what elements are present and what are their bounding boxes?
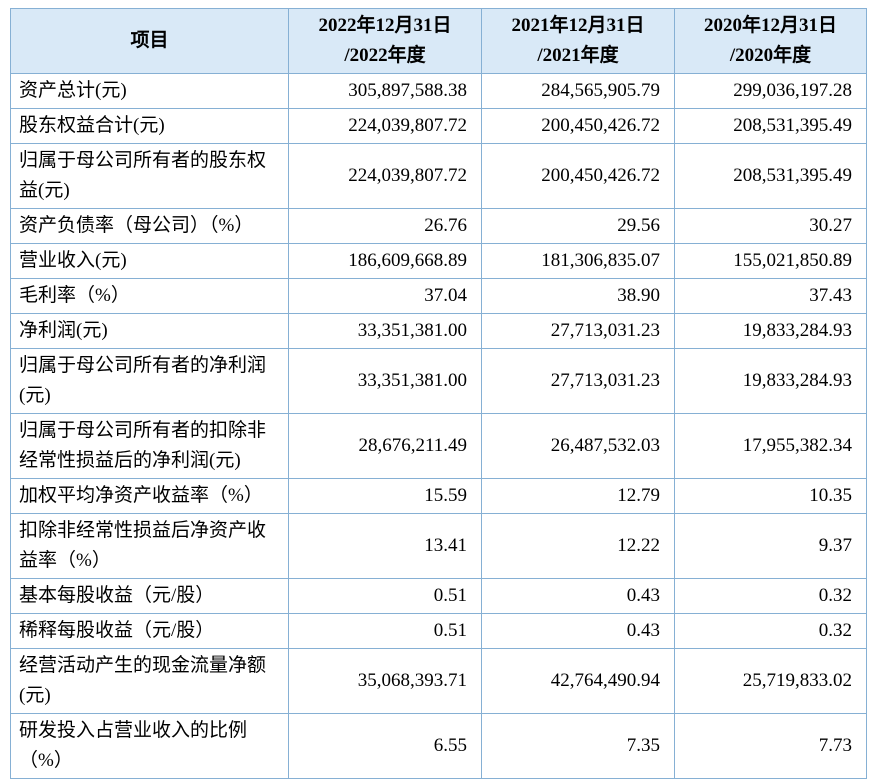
row-label: 研发投入占营业收入的比例（%） — [10, 713, 289, 779]
table-row: 稀释每股收益（元/股） 0.51 0.43 0.32 — [10, 613, 867, 649]
cell-value: 15.59 — [288, 478, 482, 514]
table-row: 净利润(元) 33,351,381.00 27,713,031.23 19,833,2… — [10, 313, 867, 349]
cell-value: 224,039,807.72 — [288, 108, 482, 144]
table-row: 加权平均净资产收益率（%） 15.59 12.79 10.35 — [10, 478, 867, 514]
cell-value: 305,897,588.38 — [288, 73, 482, 109]
row-label: 基本每股收益（元/股） — [10, 578, 289, 614]
row-label: 资产负债率（母公司）（%） — [10, 208, 289, 244]
cell-value: 19,833,284.93 — [674, 348, 867, 414]
cell-value: 37.43 — [674, 278, 867, 314]
table-row: 毛利率（%） 37.04 38.90 37.43 — [10, 278, 867, 314]
row-label: 经营活动产生的现金流量净额(元) — [10, 648, 289, 714]
table-row: 基本每股收益（元/股） 0.51 0.43 0.32 — [10, 578, 867, 614]
cell-value: 33,351,381.00 — [288, 348, 482, 414]
cell-value: 155,021,850.89 — [674, 243, 867, 279]
cell-value: 6.55 — [288, 713, 482, 779]
row-label: 归属于母公司所有者的扣除非经常性损益后的净利润(元) — [10, 413, 289, 479]
row-label: 归属于母公司所有者的净利润(元) — [10, 348, 289, 414]
period-column-header: 2022年12月31日/2022年度 — [288, 8, 482, 74]
period-column-header: 2021年12月31日/2021年度 — [481, 8, 675, 74]
cell-value: 7.35 — [481, 713, 675, 779]
cell-value: 284,565,905.79 — [481, 73, 675, 109]
cell-value: 30.27 — [674, 208, 867, 244]
period-date-line: 2021年12月31日 — [511, 15, 645, 36]
header-row: 项目 2022年12月31日/2022年度 2021年12月31日/2021年度 2… — [10, 8, 867, 74]
row-label: 净利润(元) — [10, 313, 289, 349]
cell-value: 42,764,490.94 — [481, 648, 675, 714]
cell-value: 9.37 — [674, 513, 867, 579]
cell-value: 299,036,197.28 — [674, 73, 867, 109]
table-header: 项目 2022年12月31日/2022年度 2021年12月31日/2021年度 2… — [10, 8, 867, 74]
table-row: 归属于母公司所有者的净利润(元) 33,351,381.00 27,713,031.… — [10, 348, 867, 414]
cell-value: 12.22 — [481, 513, 675, 579]
table-row: 资产负债率（母公司）（%） 26.76 29.56 30.27 — [10, 208, 867, 244]
row-label: 毛利率（%） — [10, 278, 289, 314]
period-year-line: /2020年度 — [729, 45, 812, 66]
cell-value: 17,955,382.34 — [674, 413, 867, 479]
cell-value: 200,450,426.72 — [481, 143, 675, 209]
cell-value: 33,351,381.00 — [288, 313, 482, 349]
table-row: 股东权益合计(元) 224,039,807.72 200,450,426.72 208… — [10, 108, 867, 144]
cell-value: 13.41 — [288, 513, 482, 579]
cell-value: 0.32 — [674, 613, 867, 649]
row-label: 股东权益合计(元) — [10, 108, 289, 144]
table-body: 资产总计(元) 305,897,588.38 284,565,905.79 299,0… — [10, 73, 867, 779]
period-date-line: 2022年12月31日 — [318, 15, 452, 36]
cell-value: 208,531,395.49 — [674, 108, 867, 144]
period-column-header: 2020年12月31日/2020年度 — [674, 8, 867, 74]
cell-value: 0.51 — [288, 613, 482, 649]
cell-value: 0.51 — [288, 578, 482, 614]
table-row: 归属于母公司所有者的扣除非经常性损益后的净利润(元) 28,676,211.49 2… — [10, 413, 867, 479]
cell-value: 200,450,426.72 — [481, 108, 675, 144]
cell-value: 38.90 — [481, 278, 675, 314]
table-row: 资产总计(元) 305,897,588.38 284,565,905.79 299,0… — [10, 73, 867, 109]
cell-value: 10.35 — [674, 478, 867, 514]
item-column-header: 项目 — [10, 8, 289, 74]
table-row: 归属于母公司所有者的股东权益(元) 224,039,807.72 200,450,4… — [10, 143, 867, 209]
row-label: 归属于母公司所有者的股东权益(元) — [10, 143, 289, 209]
table-row: 扣除非经常性损益后净资产收益率（%） 13.41 12.22 9.37 — [10, 513, 867, 579]
period-year-line: /2021年度 — [537, 45, 619, 66]
cell-value: 19,833,284.93 — [674, 313, 867, 349]
cell-value: 7.73 — [674, 713, 867, 779]
row-label: 营业收入(元) — [10, 243, 289, 279]
cell-value: 28,676,211.49 — [288, 413, 482, 479]
cell-value: 208,531,395.49 — [674, 143, 867, 209]
cell-value: 27,713,031.23 — [481, 348, 675, 414]
cell-value: 26,487,532.03 — [481, 413, 675, 479]
cell-value: 26.76 — [288, 208, 482, 244]
cell-value: 27,713,031.23 — [481, 313, 675, 349]
row-label: 加权平均净资产收益率（%） — [10, 478, 289, 514]
period-date-line: 2020年12月31日 — [703, 15, 837, 36]
cell-value: 35,068,393.71 — [288, 648, 482, 714]
cell-value: 0.43 — [481, 578, 675, 614]
table-row: 研发投入占营业收入的比例（%） 6.55 7.35 7.73 — [10, 713, 867, 779]
cell-value: 186,609,668.89 — [288, 243, 482, 279]
row-label: 资产总计(元) — [10, 73, 289, 109]
cell-value: 0.43 — [481, 613, 675, 649]
cell-value: 29.56 — [481, 208, 675, 244]
cell-value: 0.32 — [674, 578, 867, 614]
cell-value: 181,306,835.07 — [481, 243, 675, 279]
row-label: 稀释每股收益（元/股） — [10, 613, 289, 649]
financial-summary-table: 项目 2022年12月31日/2022年度 2021年12月31日/2021年度 2… — [10, 8, 867, 779]
period-year-line: /2022年度 — [344, 45, 426, 66]
table-row: 经营活动产生的现金流量净额(元) 35,068,393.71 42,764,490.… — [10, 648, 867, 714]
cell-value: 37.04 — [288, 278, 482, 314]
cell-value: 224,039,807.72 — [288, 143, 482, 209]
table-row: 营业收入(元) 186,609,668.89 181,306,835.07 155,0… — [10, 243, 867, 279]
cell-value: 25,719,833.02 — [674, 648, 867, 714]
cell-value: 12.79 — [481, 478, 675, 514]
row-label: 扣除非经常性损益后净资产收益率（%） — [10, 513, 289, 579]
